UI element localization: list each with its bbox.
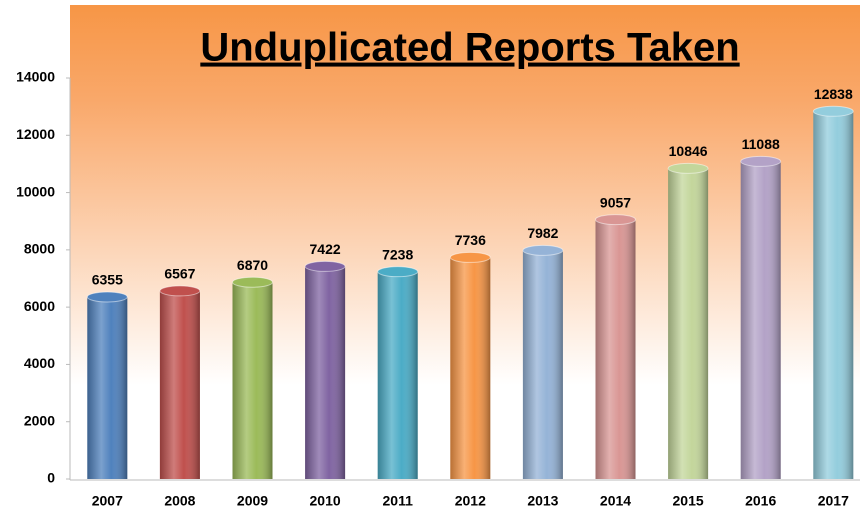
bar-cap [522,244,564,256]
data-label: 6355 [92,272,123,288]
bar-cap [812,105,854,117]
bar-cap [377,266,419,278]
x-tick-label: 2016 [745,493,776,509]
data-label: 12838 [814,86,853,102]
x-tick-label: 2008 [164,493,195,509]
bar-cap [86,291,128,303]
bar-shading [668,168,709,479]
data-label: 10846 [669,143,708,159]
x-tick-label: 2015 [673,493,704,509]
data-label: 7238 [382,246,413,262]
bar-shading [87,296,128,479]
x-tick-label: 2010 [310,493,341,509]
bar-cap [232,276,273,288]
y-tick-label: 14000 [16,69,55,85]
data-label: 6567 [164,266,195,282]
bar-shading [595,219,636,479]
x-tick-label: 2017 [818,493,849,509]
chart-title: Unduplicated Reports Taken [200,26,739,70]
y-tick-label: 6000 [24,298,55,314]
y-tick-label: 10000 [16,183,55,199]
x-tick-label: 2014 [600,493,631,509]
data-label: 7422 [310,241,341,257]
bar-cap [159,285,201,297]
bar-cap [304,260,346,272]
bar-shading [305,266,346,479]
bar-shading [159,290,200,479]
data-label: 9057 [600,194,631,210]
x-tick-label: 2011 [383,493,414,509]
x-tick-label: 2007 [92,493,123,509]
y-tick-label: 4000 [24,355,55,371]
data-label: 11088 [742,136,780,152]
data-label: 7982 [527,225,558,241]
data-label: 6870 [237,257,268,273]
bar-shading [740,161,781,479]
bar-shading [450,257,491,479]
bar-shading [232,282,273,479]
x-tick-label: 2013 [527,493,558,509]
data-label: 7736 [455,232,486,248]
bar-shading [813,111,854,480]
x-tick-label: 2012 [455,493,486,509]
y-tick-label: 2000 [24,412,55,428]
bar-cap [740,155,782,167]
y-tick-label: 12000 [16,126,55,142]
bar-cap [595,214,636,226]
bar-cap [449,251,491,263]
x-tick-label: 2009 [237,493,268,509]
bar-shading [377,271,418,479]
y-tick-label: 8000 [24,241,55,257]
y-tick-label: 0 [47,470,55,486]
bar-cap [667,162,709,174]
bar-shading [522,250,563,479]
